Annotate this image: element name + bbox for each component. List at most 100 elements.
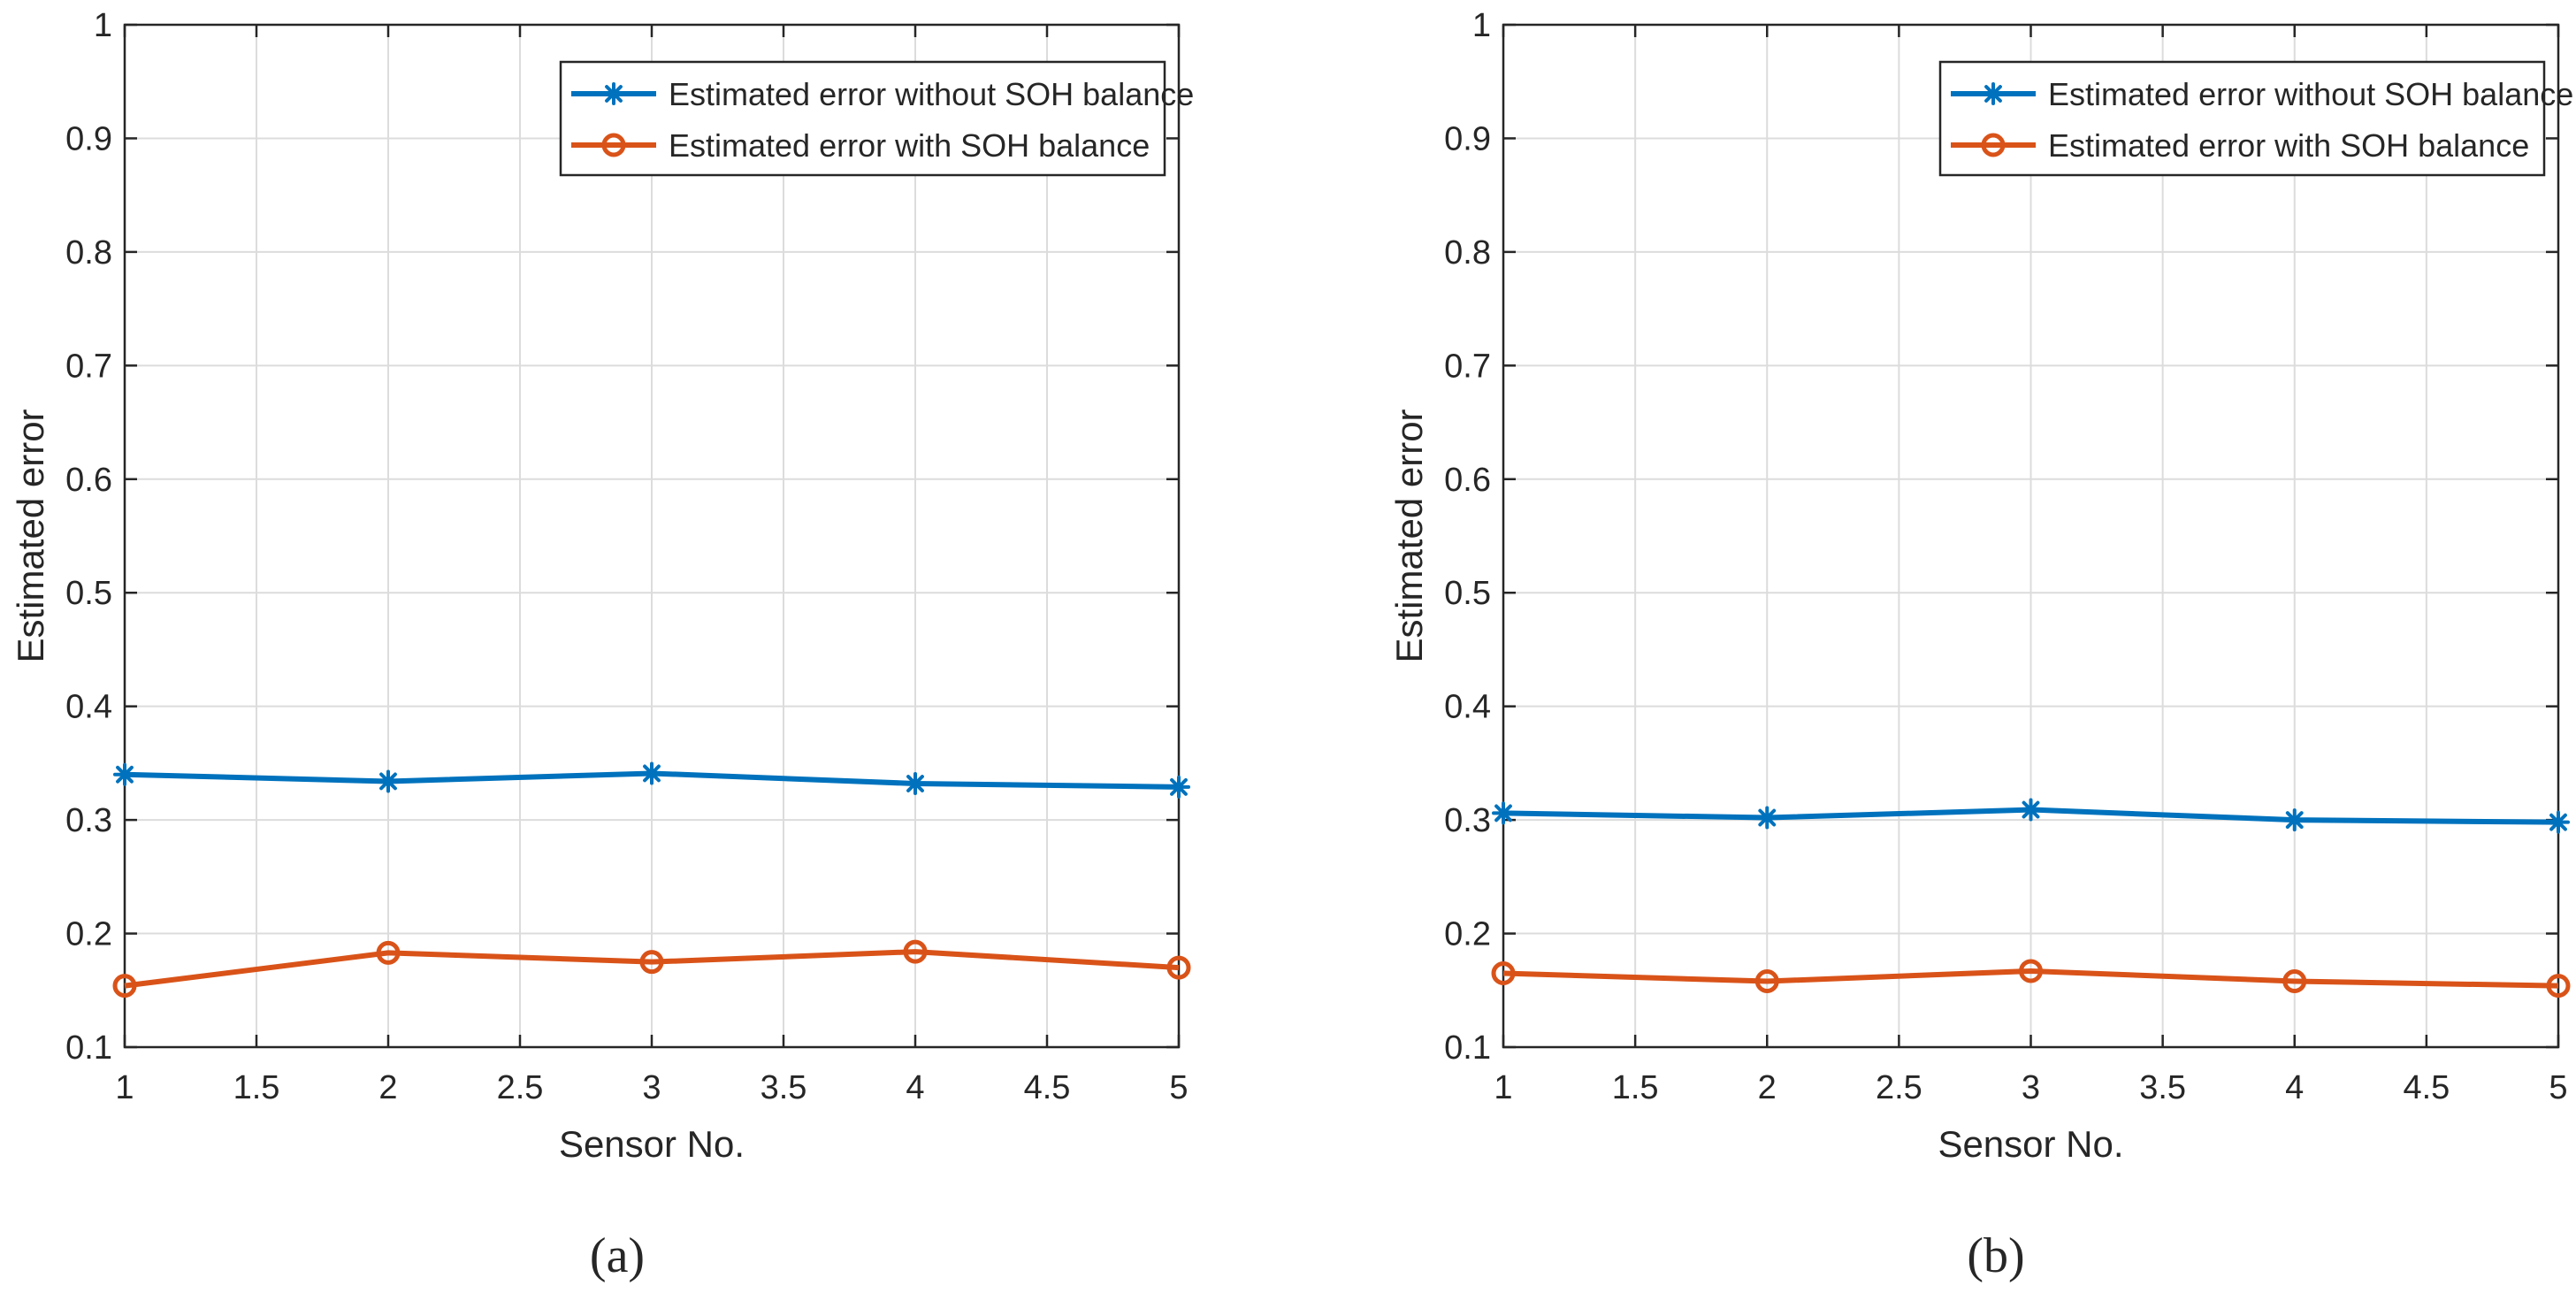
legend-item: Estimated error without SOH balance	[1951, 76, 2573, 112]
data-point-circle	[2282, 969, 2307, 994]
legend-box	[559, 60, 1166, 177]
y-tick-label: 1	[94, 7, 112, 44]
x-tick-label: 4.5	[2403, 1069, 2450, 1106]
x-tick-label: 1.5	[1612, 1069, 1659, 1106]
legend-label: Estimated error without SOH balance	[669, 76, 1194, 112]
series-line	[124, 949, 1180, 989]
x-tick-label: 5	[1169, 1069, 1188, 1106]
x-tick-label: 4	[2285, 1069, 2304, 1106]
x-tick-label: 1	[1494, 1069, 1512, 1106]
y-tick-label: 0.5	[65, 575, 112, 612]
legend-item: Estimated error with SOH balance	[571, 127, 1150, 164]
y-tick-label: 0.3	[65, 802, 112, 839]
x-tick-label: 3.5	[2139, 1069, 2186, 1106]
data-point-asterisk-stroke	[379, 772, 397, 791]
data-point-asterisk-stroke	[1494, 804, 1512, 822]
x-tick-label: 1	[115, 1069, 134, 1106]
legend-item: Estimated error with SOH balance	[1951, 127, 2529, 164]
y-tick-label: 0.2	[1444, 916, 1491, 953]
y-tick-label: 0.9	[1444, 120, 1491, 157]
x-tick-label: 3	[642, 1069, 661, 1106]
data-point-asterisk-stroke	[906, 775, 924, 792]
data-point-asterisk	[2019, 798, 2043, 822]
x-tick-label: 1.5	[233, 1069, 280, 1106]
data-point-asterisk	[2547, 810, 2570, 834]
y-tick-label: 0.6	[1444, 462, 1491, 499]
legend-circle-icon	[1981, 133, 2006, 157]
y-tick-label: 0.6	[65, 462, 112, 499]
chart-panel-b: 1 1.5 2 2.5 3 3.5 4 4.5 5 0.1 0.2 0.3 0.4 0.5 0.6 0.7 0.…	[1388, 7, 2573, 1283]
data-point-circle	[903, 939, 928, 964]
data-point-asterisk	[1167, 775, 1190, 799]
data-point-asterisk-stroke	[2285, 811, 2304, 830]
data-point-asterisk	[377, 769, 400, 793]
legend: Estimated error without SOH balance Estim…	[1938, 60, 2573, 177]
chart-panel-a: 1 1.5 2 2.5 3 3.5 4 4.5 5 0.1 0.2 0.3 0.4 0.5 0.6 0.7 0.…	[10, 7, 1194, 1283]
series-without-soh-balance	[1492, 798, 2570, 834]
x-tick-label: 3	[2022, 1069, 2040, 1106]
y-axis-label: Estimated error	[10, 409, 51, 662]
data-point-asterisk	[904, 772, 927, 796]
legend-box	[1938, 60, 2546, 177]
data-point-circle	[1754, 969, 1779, 994]
x-tick-label: 2	[378, 1069, 397, 1106]
y-tick-label: 1	[1472, 7, 1491, 44]
legend-asterisk-icon-stroke	[1984, 85, 2002, 103]
y-tick-label: 0.7	[1444, 348, 1491, 385]
legend-asterisk-icon-stroke	[605, 85, 623, 103]
panel-caption: (b)	[1967, 1228, 2024, 1283]
legend: Estimated error without SOH balance Estim…	[559, 60, 1194, 177]
x-tick-label: 3.5	[761, 1069, 807, 1106]
y-tick-label: 0.1	[65, 1029, 112, 1067]
data-point-asterisk-stroke	[2549, 813, 2567, 831]
data-point-asterisk	[1492, 801, 1515, 825]
data-point-circle	[1491, 961, 1516, 986]
x-tick-label: 5	[2549, 1069, 2567, 1106]
y-tick-label: 0.7	[65, 348, 112, 385]
data-point-asterisk	[1755, 806, 1779, 830]
x-tick-label: 2	[1758, 1069, 1777, 1106]
legend-label: Estimated error without SOH balance	[2048, 76, 2573, 112]
y-tick-label: 0.1	[1444, 1029, 1491, 1067]
x-tick-label: 4.5	[1024, 1069, 1071, 1106]
data-point-circle	[1166, 955, 1191, 980]
y-tick-label: 0.4	[1444, 689, 1491, 726]
y-tick-label: 0.3	[1444, 802, 1491, 839]
x-tick-label: 2.5	[1876, 1069, 1922, 1106]
data-point-asterisk	[2282, 808, 2306, 832]
series-line	[1502, 968, 2559, 989]
y-tick-label: 0.4	[65, 689, 112, 726]
data-point-asterisk-stroke	[1170, 777, 1188, 796]
data-point-asterisk-stroke	[116, 765, 134, 784]
y-axis-label: Estimated error	[1388, 409, 1430, 662]
legend-asterisk-icon	[1982, 82, 2005, 105]
x-axis-label: Sensor No.	[1938, 1123, 2123, 1165]
data-point-circle	[2019, 959, 2043, 983]
data-point-asterisk	[640, 761, 663, 785]
axes-box	[1502, 23, 2560, 1049]
data-point-asterisk-stroke	[2022, 800, 2040, 819]
x-tick-label: 2.5	[497, 1069, 544, 1106]
panel-caption: (a)	[590, 1228, 645, 1283]
y-tick-label: 0.8	[65, 234, 112, 272]
data-point-asterisk-stroke	[1758, 808, 1777, 827]
x-axis-label: Sensor No.	[559, 1123, 745, 1165]
data-point-asterisk	[113, 762, 136, 786]
legend-label: Estimated error with SOH balance	[669, 127, 1150, 164]
axes-box	[123, 23, 1181, 1049]
data-point-circle	[376, 940, 401, 965]
series-with-soh-balance	[112, 939, 1191, 998]
legend-item: Estimated error without SOH balance	[571, 76, 1194, 112]
data-point-circle	[112, 974, 137, 998]
y-tick-label: 0.2	[65, 916, 112, 953]
series-with-soh-balance	[1491, 959, 2571, 998]
x-tick-label: 4	[906, 1069, 924, 1106]
series-without-soh-balance	[113, 761, 1190, 799]
y-tick-label: 0.8	[1444, 234, 1491, 272]
legend-label: Estimated error with SOH balance	[2048, 127, 2529, 164]
y-tick-label: 0.9	[65, 120, 112, 157]
legend-circle-icon	[601, 133, 626, 157]
legend-asterisk-icon	[602, 82, 625, 105]
y-tick-label: 0.5	[1444, 575, 1491, 612]
